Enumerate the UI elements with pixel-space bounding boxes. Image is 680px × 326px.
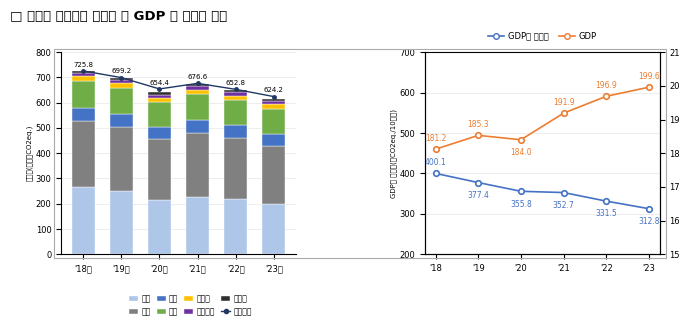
Bar	[72, 186, 95, 254]
Bar	[148, 95, 171, 98]
Text: 725.8: 725.8	[73, 62, 93, 68]
Bar	[186, 133, 209, 198]
Text: 191.9: 191.9	[553, 98, 575, 107]
Bar	[110, 127, 133, 191]
Bar	[72, 76, 95, 81]
Bar	[262, 146, 285, 204]
Text: 377.4: 377.4	[467, 191, 489, 200]
Bar	[110, 83, 133, 88]
연배출량	[232, 87, 240, 91]
Bar	[148, 127, 171, 139]
Bar	[72, 81, 95, 108]
Legend: 전환, 산업, 건물, 수송, 폐기물, 농축수산, 기타등, 연배출량: 전환, 산업, 건물, 수송, 폐기물, 농축수산, 기타등, 연배출량	[126, 291, 255, 319]
Bar	[110, 78, 133, 80]
Y-axis label: GDP당 배출량(톤CO2eq./10억원): GDP당 배출량(톤CO2eq./10억원)	[390, 109, 396, 198]
Text: 400.1: 400.1	[425, 158, 447, 167]
Bar	[262, 134, 285, 146]
Bar	[148, 102, 171, 127]
Text: 699.2: 699.2	[112, 68, 131, 74]
연배출량	[156, 87, 164, 91]
Bar	[186, 198, 209, 254]
Bar	[110, 114, 133, 127]
Text: 185.3: 185.3	[467, 120, 489, 129]
Bar	[262, 104, 285, 109]
Bar	[224, 96, 247, 100]
Text: 654.4: 654.4	[150, 80, 169, 86]
Bar	[262, 99, 285, 101]
Bar	[148, 139, 171, 200]
Bar	[224, 100, 247, 125]
Bar	[262, 101, 285, 104]
Bar	[186, 84, 209, 86]
연배출량	[194, 82, 202, 85]
Bar	[72, 73, 95, 76]
Bar	[110, 191, 133, 254]
Text: 184.0: 184.0	[510, 148, 532, 157]
Y-axis label: 배출량(백만톤CO2eq.): 배출량(백만톤CO2eq.)	[27, 125, 33, 181]
Legend: GDP당 배출량, GDP: GDP당 배출량, GDP	[484, 28, 600, 44]
Bar	[186, 90, 209, 94]
Bar	[110, 88, 133, 114]
Text: 352.7: 352.7	[553, 201, 575, 210]
Bar	[110, 80, 133, 83]
Bar	[72, 121, 95, 186]
Text: 199.6: 199.6	[638, 72, 660, 81]
Bar	[224, 92, 247, 96]
Bar	[72, 71, 95, 73]
Bar	[148, 98, 171, 102]
Bar	[262, 204, 285, 254]
Bar	[224, 125, 247, 138]
Bar	[148, 92, 171, 95]
Text: 331.5: 331.5	[596, 209, 617, 218]
Text: 652.8: 652.8	[226, 80, 245, 86]
Text: 355.8: 355.8	[510, 200, 532, 209]
Text: □ 부문별 온실가스 배출량 및 GDP 당 배출량 추이: □ 부문별 온실가스 배출량 및 GDP 당 배출량 추이	[10, 10, 227, 23]
Bar	[224, 200, 247, 254]
Bar	[186, 120, 209, 133]
Text: 181.2: 181.2	[425, 134, 446, 143]
Bar	[186, 86, 209, 90]
Line: 연배출량: 연배출량	[82, 69, 275, 98]
Bar	[186, 94, 209, 120]
Bar	[262, 109, 285, 134]
Bar	[224, 90, 247, 92]
Text: 624.2: 624.2	[264, 87, 284, 94]
Text: 312.8: 312.8	[639, 217, 660, 226]
Text: 196.9: 196.9	[596, 81, 617, 90]
연배출량	[118, 76, 126, 80]
Bar	[72, 108, 95, 121]
Text: 676.6: 676.6	[188, 74, 207, 80]
Bar	[224, 138, 247, 200]
연배출량	[79, 69, 87, 73]
연배출량	[270, 95, 278, 98]
Bar	[148, 200, 171, 254]
